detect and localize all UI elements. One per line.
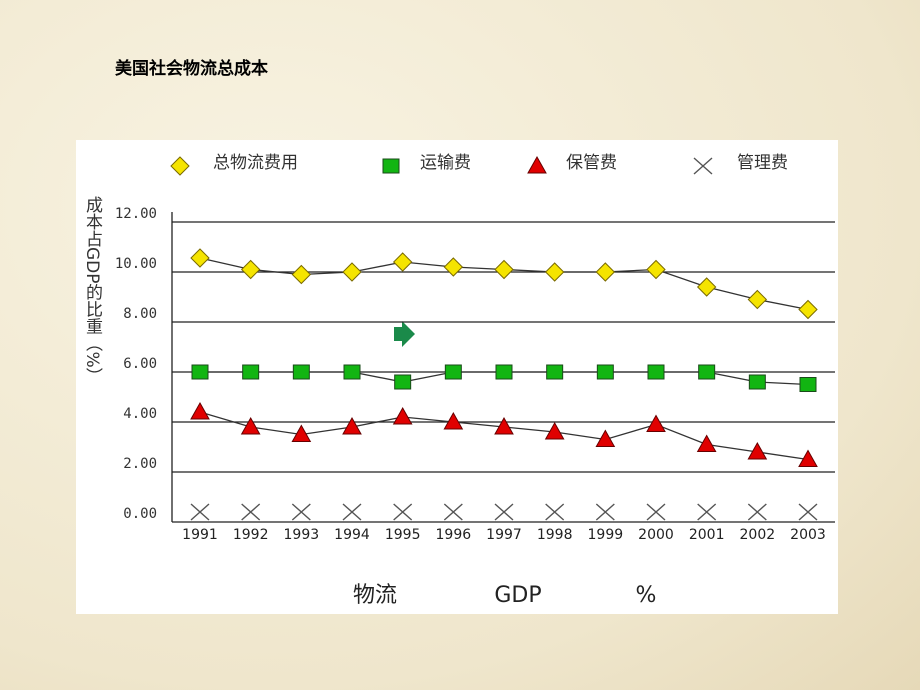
data-point bbox=[494, 416, 514, 435]
x-tick-label: 1996 bbox=[436, 527, 472, 543]
data-point bbox=[647, 364, 665, 380]
data-point bbox=[190, 401, 210, 420]
data-point bbox=[798, 449, 818, 467]
y-tick-label: 2.00 bbox=[123, 456, 157, 472]
x-axis-label: GDP bbox=[494, 583, 541, 608]
x-tick-label: 1999 bbox=[588, 527, 624, 543]
data-point bbox=[393, 503, 413, 521]
legend-marker bbox=[170, 156, 190, 176]
data-point bbox=[544, 421, 565, 440]
legend-marker bbox=[693, 157, 713, 175]
data-point bbox=[191, 364, 209, 380]
data-point bbox=[392, 252, 413, 272]
data-point bbox=[646, 259, 666, 280]
data-point bbox=[444, 364, 462, 380]
data-point bbox=[595, 429, 616, 447]
y-tick-label: 4.00 bbox=[123, 406, 157, 422]
data-point bbox=[392, 406, 413, 425]
legend-label: 总物流费用 bbox=[213, 153, 298, 173]
data-point bbox=[545, 503, 565, 521]
data-point bbox=[443, 503, 463, 521]
data-point bbox=[747, 289, 768, 310]
data-point bbox=[748, 374, 766, 390]
data-point bbox=[595, 503, 615, 521]
data-point bbox=[697, 503, 717, 521]
data-point bbox=[546, 364, 564, 380]
data-point bbox=[241, 503, 261, 521]
data-point bbox=[798, 503, 818, 521]
x-tick-label: 1998 bbox=[537, 527, 573, 543]
data-point bbox=[292, 364, 310, 380]
data-point bbox=[646, 503, 666, 521]
x-axis-label: % bbox=[636, 583, 657, 608]
slide-title: 美国社会物流总成本 bbox=[115, 58, 268, 79]
data-point bbox=[747, 441, 768, 460]
data-point bbox=[190, 248, 210, 268]
x-tick-label: 2003 bbox=[790, 527, 826, 543]
y-tick-label: 10.00 bbox=[115, 256, 157, 272]
data-point bbox=[595, 262, 616, 282]
legend-label: 运输费 bbox=[420, 153, 471, 173]
data-point bbox=[798, 299, 818, 320]
legend-label: 管理费 bbox=[737, 153, 788, 173]
data-point bbox=[495, 364, 513, 380]
data-point bbox=[799, 377, 817, 392]
x-axis-label: 物流 bbox=[353, 583, 397, 608]
x-tick-label: 1992 bbox=[233, 527, 269, 543]
data-point bbox=[190, 503, 210, 521]
data-point bbox=[443, 257, 464, 277]
legend-marker bbox=[382, 158, 400, 174]
data-point bbox=[596, 364, 614, 380]
data-point bbox=[494, 259, 514, 280]
x-tick-label: 1994 bbox=[334, 527, 370, 543]
data-point bbox=[342, 416, 362, 435]
y-tick-label: 6.00 bbox=[123, 356, 157, 372]
arrow-decoration bbox=[394, 321, 415, 347]
data-point bbox=[291, 503, 311, 521]
data-point bbox=[747, 503, 767, 521]
data-point bbox=[443, 411, 464, 430]
data-point bbox=[343, 364, 361, 380]
legend-label: 保管费 bbox=[566, 153, 617, 173]
data-point bbox=[240, 416, 261, 435]
y-tick-label: 8.00 bbox=[123, 306, 157, 322]
data-point bbox=[394, 374, 412, 390]
data-point bbox=[291, 264, 312, 285]
x-tick-label: 1997 bbox=[486, 527, 522, 543]
data-point bbox=[646, 414, 666, 432]
data-point bbox=[494, 503, 514, 521]
data-point bbox=[242, 364, 260, 380]
data-point bbox=[696, 277, 717, 297]
data-point bbox=[240, 259, 261, 280]
x-tick-label: 2002 bbox=[740, 527, 776, 543]
y-axis-label: 成本占GDP的比重（%） bbox=[82, 196, 103, 385]
x-tick-label: 1995 bbox=[385, 527, 421, 543]
x-tick-label: 2000 bbox=[638, 527, 674, 543]
legend-marker bbox=[527, 155, 547, 174]
data-point bbox=[696, 434, 717, 452]
data-point bbox=[698, 364, 716, 380]
y-tick-label: 0.00 bbox=[123, 506, 157, 522]
x-tick-label: 1991 bbox=[182, 527, 218, 543]
data-point bbox=[544, 262, 565, 282]
data-point bbox=[291, 424, 312, 442]
data-point bbox=[342, 262, 362, 282]
y-tick-label: 12.00 bbox=[115, 206, 157, 222]
data-point bbox=[342, 503, 362, 521]
x-tick-label: 2001 bbox=[689, 527, 725, 543]
x-tick-label: 1993 bbox=[284, 527, 320, 543]
